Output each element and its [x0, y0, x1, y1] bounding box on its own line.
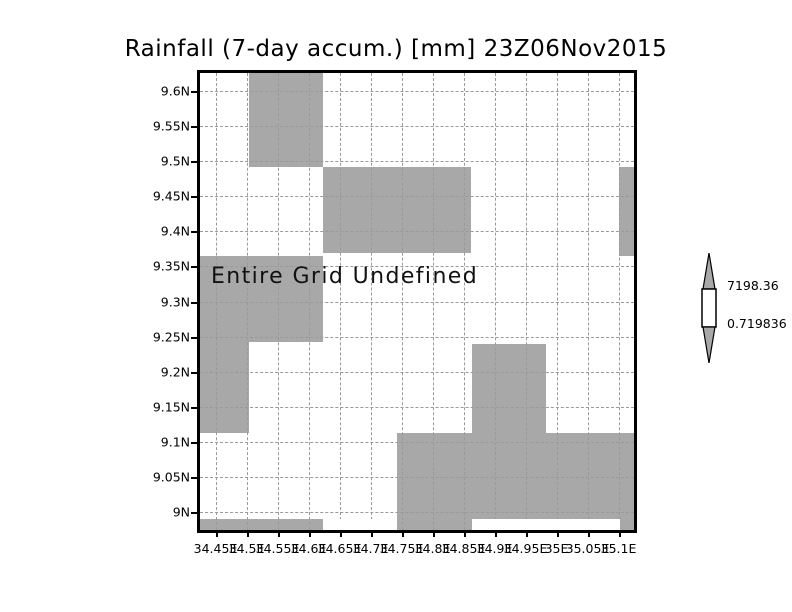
y-axis-tick-label: 9N [172, 504, 190, 520]
x-axis-tick-label: 34.55E [255, 541, 300, 556]
heatmap-cell-defined [323, 519, 398, 530]
x-axis-tick [370, 530, 373, 537]
y-axis-tick-label: 9.25N [152, 329, 190, 345]
y-axis-tick [191, 160, 198, 163]
colorbar-low-label: 0.719836 [727, 316, 787, 331]
gridline-horizontal [200, 90, 634, 92]
y-axis-tick-label: 9.4N [160, 223, 190, 239]
colorbar-mid-band [701, 288, 717, 328]
undefined-grid-annotation: Entire Grid Undefined [211, 264, 479, 289]
x-axis-tick-label: 34.95E [503, 541, 548, 556]
y-axis-tick-label: 9.35N [152, 258, 190, 274]
x-axis-tick-label: 34.65E [317, 541, 362, 556]
y-axis-tick [191, 90, 198, 93]
gridline-horizontal [200, 231, 634, 233]
heatmap-cell-undefined [619, 166, 634, 256]
x-axis-tick [494, 530, 497, 537]
x-axis-tick-label: 35.05E [565, 541, 610, 556]
y-axis-tick-label: 9.1N [160, 434, 190, 450]
colorbar-high-label: 7198.36 [727, 278, 779, 293]
y-axis-tick [191, 336, 198, 339]
x-axis-tick [618, 530, 621, 537]
x-axis-tick [556, 530, 559, 537]
colorbar[interactable] [694, 252, 732, 364]
heatmap-cell-undefined [249, 73, 324, 167]
x-axis-tick [401, 530, 404, 537]
y-axis-tick [191, 125, 198, 128]
x-axis-tick [277, 530, 280, 537]
y-axis-tick-label: 9.15N [152, 399, 190, 415]
plot-inner [200, 73, 634, 530]
x-axis-tick-label: 34.8E [414, 541, 451, 556]
x-axis-tick [308, 530, 311, 537]
x-axis-tick [215, 530, 218, 537]
heatmap-cell-defined [472, 519, 621, 530]
y-axis-tick [191, 406, 198, 409]
y-axis-tick [191, 231, 198, 234]
y-axis-tick-label: 9.5N [160, 153, 190, 169]
y-axis-tick-label: 9.6N [160, 83, 190, 99]
y-axis-tick-label: 9.55N [152, 118, 190, 134]
x-axis-tick-label: 34.6E [290, 541, 327, 556]
y-axis-tick [191, 196, 198, 199]
y-axis-tick-label: 9.3N [160, 294, 190, 309]
gridline-horizontal [200, 442, 634, 444]
y-axis-tick-label: 9.05N [152, 469, 190, 485]
x-axis-tick-label: 34.5E [228, 541, 265, 556]
x-axis-tick-label: 35E [544, 541, 569, 556]
gridline-horizontal [200, 196, 634, 198]
heatmap-cell-undefined [200, 519, 324, 530]
x-axis-tick [463, 530, 466, 537]
y-axis-tick [191, 266, 198, 269]
colorbar-top-arrow [702, 252, 716, 290]
gridline-horizontal [200, 371, 634, 373]
x-axis-tick-label: 34.45E [193, 541, 238, 556]
y-axis-tick-label: 9.45N [152, 188, 190, 204]
x-axis-tick [246, 530, 249, 537]
gridline-horizontal [200, 266, 634, 268]
x-axis-tick [339, 530, 342, 537]
heatmap-cell-undefined [200, 255, 324, 343]
page-title: Rainfall (7-day accum.) [mm] 23Z06Nov201… [124, 36, 668, 62]
x-axis-tick-label: 35.1E [600, 541, 637, 556]
gridline-horizontal [200, 336, 634, 338]
gridline-horizontal [200, 512, 634, 514]
colorbar-shape [701, 252, 717, 364]
colorbar-bottom-arrow [702, 326, 716, 364]
x-axis-tick [525, 530, 528, 537]
plot-area[interactable] [197, 70, 637, 533]
x-axis-tick-label: 34.75E [379, 541, 424, 556]
gridline-horizontal [200, 125, 634, 127]
y-axis-tick [191, 512, 198, 515]
y-axis-tick [191, 477, 198, 480]
gridline-horizontal [200, 477, 634, 479]
heatmap-cell-undefined [472, 344, 547, 434]
heatmap-cell-undefined [200, 342, 250, 434]
x-axis-tick [587, 530, 590, 537]
y-axis-tick-label: 9.2N [160, 364, 190, 380]
x-axis-tick-label: 34.7E [352, 541, 389, 556]
gridline-horizontal [200, 301, 634, 303]
x-axis-tick-label: 34.85E [441, 541, 486, 556]
y-axis-tick [191, 442, 198, 445]
gridline-horizontal [200, 406, 634, 408]
x-axis-tick-label: 34.9E [476, 541, 513, 556]
heatmap-cell-undefined [323, 166, 472, 253]
gridline-horizontal [200, 160, 634, 162]
y-axis-tick [191, 371, 198, 374]
x-axis-tick [432, 530, 435, 537]
heatmap-cell-undefined [397, 433, 634, 530]
y-axis-tick [191, 301, 198, 304]
